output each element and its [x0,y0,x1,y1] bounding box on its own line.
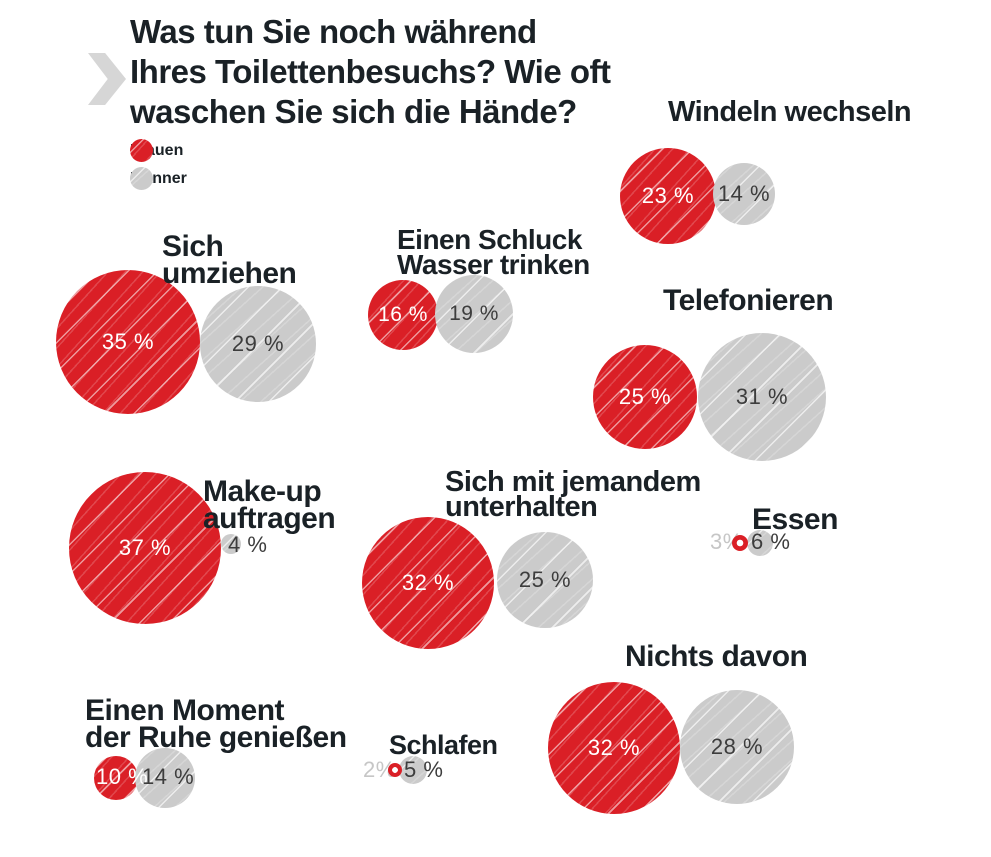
frauen-bubble: 32 % [362,517,494,649]
group-title-essen: Essen [752,503,838,536]
group-title-schlafen: Schlafen [389,730,498,760]
maenner-bubble: 29 % [200,286,316,402]
frauen-value: 35 % [101,329,155,354]
maenner-value: 25 % [518,567,572,592]
group-title-telefonieren: Telefonieren [663,284,834,317]
maenner-value: 19 % [449,302,499,325]
maenner-value: 14 % [142,764,195,789]
group-title-nichts-davon: Nichts davon [625,640,808,673]
frauen-value: 32 % [587,735,641,760]
maenner-value: 4 % [228,532,268,557]
frauen-value: 32 % [401,570,455,595]
group-title-sich-umziehen: Sich umziehen [162,230,297,290]
maenner-bubble [399,756,427,784]
frauen-value: 16 % [378,303,428,326]
chevron-right-icon [88,53,126,105]
maenner-value: 31 % [735,384,789,409]
maenner-value: 29 % [231,331,285,356]
maenner-bubble: 25 % [497,532,593,628]
frauen-value: 10 % [96,764,149,789]
frauen-bubble: 35 % [56,270,200,414]
maenner-bubble [135,748,195,808]
maenner-bubble: 31 % [698,333,826,461]
frauen-bubble: 25 % [593,345,697,449]
frauen-bubble: 32 % [548,682,680,814]
maenner-dot-icon [130,167,153,190]
title-line: Was tun Sie noch während [130,13,537,50]
frauen-bubble: 16 % [368,280,438,350]
frauen-value: 37 % [118,535,172,560]
group-title-schluck-wasser: Einen Schluck Wasser trinken [397,224,590,280]
frauen-bubble: 23 % [620,148,716,244]
legend-item-maenner: Männer [130,167,187,190]
group-title-sich-unterhalten: Sich mit jemandem unterhalten [445,466,701,523]
maenner-bubble [747,530,773,556]
frauen-value: 23 % [641,183,695,208]
maenner-bubble: 28 % [680,690,794,804]
group-title-makeup-auftragen: Make-up auftragen [203,475,336,535]
title-line: Ihres Toilettenbesuchs? Wie oft [130,53,611,90]
maenner-value: 28 % [710,734,764,759]
legend: Frauen Männer [130,139,187,190]
maenner-bubble [221,534,241,554]
frauen-dot-icon [130,139,153,162]
maenner-value: 6 % [751,529,791,554]
maenner-bubble: 19 % [435,275,513,353]
group-title-windeln-wechseln: Windeln wechseln [668,96,912,128]
maenner-bubble: 14 % [713,163,775,225]
maenner-value: 5 % [404,757,444,782]
title-line: waschen Sie sich die Hände? [130,93,577,130]
frauen-bubble: 37 % [69,472,221,624]
group-title-moment-der-ruhe: Einen Moment der Ruhe genießen [85,694,347,754]
frauen-bubble [94,756,138,800]
frauen-bubble [732,535,748,551]
frauen-value: 25 % [618,384,672,409]
maenner-value: 14 % [717,181,771,206]
frauen-bubble [388,763,402,777]
legend-item-frauen: Frauen [130,139,187,162]
frauen-value: 2% [363,757,396,782]
page-title: Was tun Sie noch während Ihres Toiletten… [130,12,611,132]
